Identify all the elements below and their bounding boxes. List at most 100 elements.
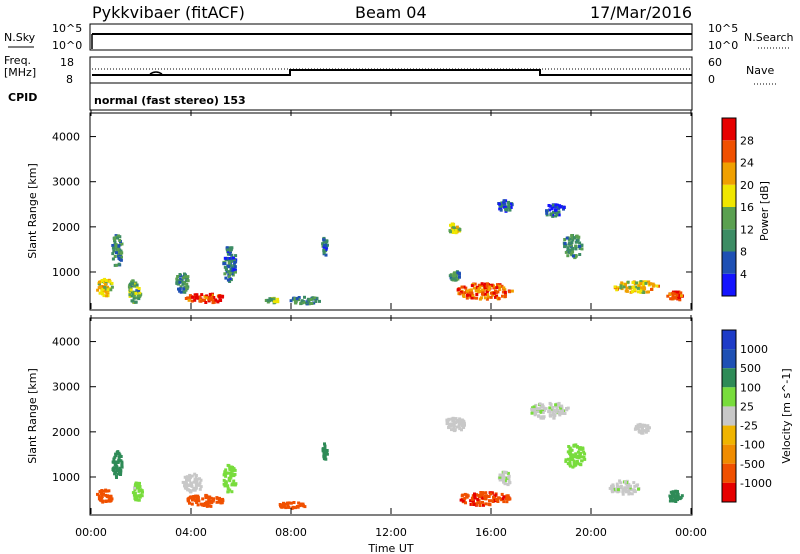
range-cell <box>454 231 458 235</box>
range-cell <box>115 451 119 454</box>
range-cell <box>175 277 179 281</box>
range-cell <box>189 495 192 499</box>
range-cell <box>193 478 197 482</box>
range-cell <box>615 485 619 489</box>
range-cell <box>449 223 452 227</box>
range-cell <box>98 291 102 295</box>
range-cell <box>134 281 138 285</box>
range-cell <box>580 244 584 247</box>
range-cell <box>557 210 561 214</box>
range-cell <box>114 474 118 478</box>
range-cell <box>294 301 298 305</box>
range-cell <box>673 296 676 300</box>
range-cell <box>647 426 650 430</box>
y-tick-label: 4000 <box>52 131 80 144</box>
range-cell <box>460 494 464 498</box>
range-cell <box>630 492 634 496</box>
range-cell <box>680 494 684 498</box>
range-cell <box>232 256 236 260</box>
range-cell <box>623 486 627 490</box>
range-cell <box>615 288 619 292</box>
range-cell <box>639 282 643 285</box>
range-cell <box>574 443 578 447</box>
range-cell <box>481 500 484 504</box>
range-cell <box>453 271 457 275</box>
range-cell <box>484 286 487 290</box>
range-cell <box>634 426 638 430</box>
range-cell <box>209 496 213 500</box>
range-cell <box>631 281 635 285</box>
range-cell <box>132 294 136 298</box>
range-cell <box>507 496 511 500</box>
range-cell <box>116 468 120 472</box>
range-cell <box>498 496 502 500</box>
range-cell <box>625 286 629 290</box>
x-tick-label: 20:00 <box>575 526 607 539</box>
range-cell <box>551 213 555 217</box>
range-cell <box>116 249 120 253</box>
range-cell <box>135 495 139 499</box>
range-cell <box>463 492 467 496</box>
range-cell <box>507 203 511 207</box>
range-cell <box>219 299 223 302</box>
range-cell <box>639 280 643 284</box>
range-cell <box>504 470 508 474</box>
velocity-colorbar-swatch <box>722 463 736 483</box>
range-cell <box>562 206 566 209</box>
range-cell <box>475 296 479 300</box>
range-cell <box>469 499 473 503</box>
range-cell <box>632 481 636 485</box>
range-cell <box>325 449 329 452</box>
range-cell <box>549 403 553 407</box>
range-cell <box>552 409 556 412</box>
range-cell <box>233 261 237 264</box>
range-cell <box>578 241 582 245</box>
range-cell <box>640 431 644 435</box>
range-cell <box>212 498 215 502</box>
range-cell <box>637 430 641 434</box>
range-cell <box>177 279 181 283</box>
range-cell <box>291 505 295 509</box>
range-cell <box>451 231 455 234</box>
power-colorbar: 4 8 12 16 20 24 28 <box>721 117 754 297</box>
range-cell <box>481 291 485 295</box>
range-cell <box>479 491 483 494</box>
range-cell <box>536 410 540 414</box>
range-cell <box>116 461 120 464</box>
power-cells <box>96 199 684 306</box>
range-cell <box>133 491 137 495</box>
range-cell <box>501 290 505 294</box>
range-cell <box>472 286 476 290</box>
range-cell <box>568 248 572 252</box>
range-cell <box>194 474 198 477</box>
range-cell <box>457 424 461 428</box>
range-cell <box>282 504 286 508</box>
range-cell <box>309 298 313 301</box>
range-cell <box>483 292 487 296</box>
range-cell <box>113 236 117 240</box>
x-tick-label: 04:00 <box>175 526 207 539</box>
range-cell <box>266 298 270 302</box>
range-cell <box>322 251 326 255</box>
range-cell <box>458 417 462 421</box>
range-cell <box>456 277 460 281</box>
range-cell <box>228 252 232 256</box>
range-cell <box>318 299 321 303</box>
range-cell <box>639 286 643 290</box>
range-cell <box>325 246 329 250</box>
range-cell <box>508 481 512 485</box>
range-cell <box>206 495 210 499</box>
range-cell <box>264 299 268 302</box>
range-cell <box>293 297 297 300</box>
range-cell <box>578 253 582 256</box>
power-y-ticks: 1000 2000 3000 4000 <box>52 131 692 279</box>
range-cell <box>131 299 135 303</box>
velocity-colorbar-swatch <box>722 425 736 445</box>
range-cell <box>298 503 302 507</box>
range-cell <box>183 290 187 294</box>
range-cell <box>103 489 107 493</box>
range-cell <box>545 209 548 213</box>
velocity-colorbar-tick: -100 <box>740 439 765 452</box>
range-cell <box>577 235 581 239</box>
range-cell <box>111 252 115 256</box>
